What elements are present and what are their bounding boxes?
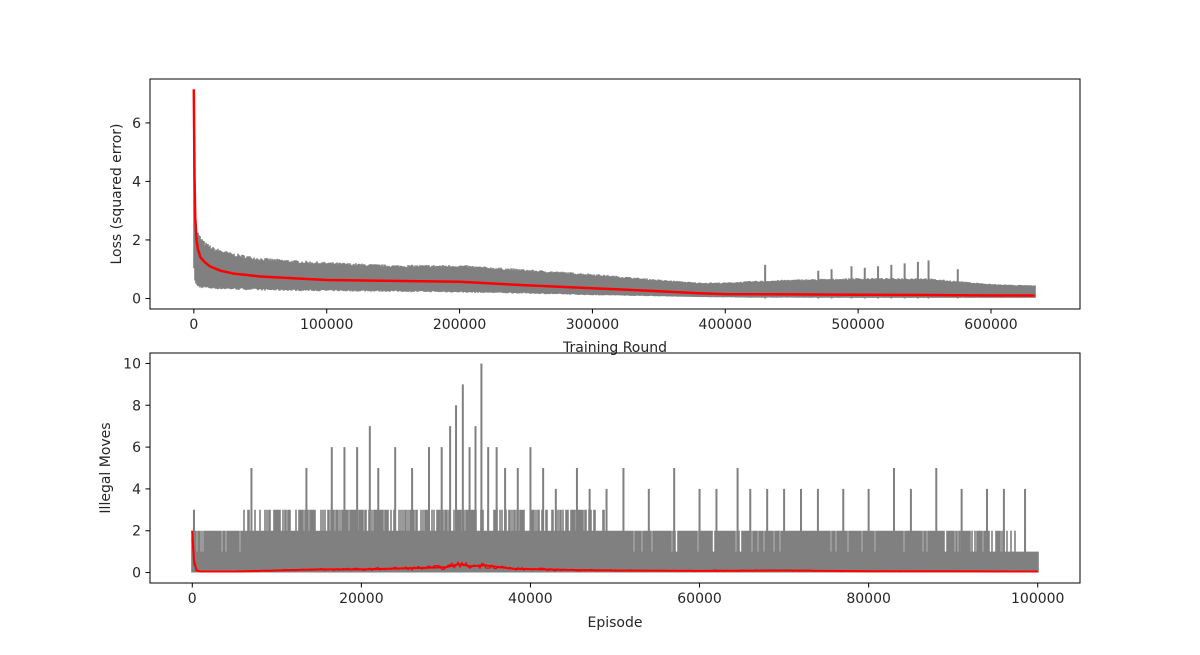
y-tick-label: 0 (132, 566, 141, 582)
y-tick-label: 6 (132, 440, 141, 456)
y-tick-label: 2 (132, 233, 141, 249)
loss-y-label: Loss (squared error) (109, 123, 125, 264)
loss-x-label: Training Round (562, 340, 667, 356)
illegal-moves-y-ticks: 0 2 4 6 8 10 (123, 356, 150, 582)
x-tick-label: 100000 (300, 317, 353, 333)
x-tick-label: 80000 (846, 591, 891, 607)
x-tick-label: 0 (188, 591, 197, 607)
illegal-moves-raw-line (191, 509, 1039, 573)
y-tick-label: 4 (132, 174, 141, 190)
x-tick-label: 500000 (831, 317, 884, 333)
x-tick-label: 20000 (339, 591, 384, 607)
x-tick-label: 300000 (566, 317, 619, 333)
x-tick-label: 100000 (1011, 591, 1064, 607)
illegal-moves-moving-average-noise (191, 537, 1039, 573)
loss-axes: 0 100000 200000 300000 400000 500000 600000 0 2… (109, 78, 1081, 356)
loss-moving-average-line (192, 89, 1035, 297)
loss-x-ticks: 0 100000 200000 300000 400000 500000 600000 (189, 309, 1018, 333)
x-tick-label: 600000 (964, 317, 1017, 333)
x-tick-label: 60000 (677, 591, 722, 607)
x-tick-label: 400000 (699, 317, 752, 333)
y-tick-label: 8 (132, 398, 141, 414)
y-tick-label: 6 (132, 116, 141, 132)
illegal-moves-x-ticks: 0 20000 40000 60000 80000 100000 (188, 583, 1064, 607)
illegal-moves-plot-area (191, 363, 1039, 573)
loss-plot-area (192, 89, 1036, 299)
loss-axes-frame (149, 78, 1081, 310)
x-tick-label: 200000 (433, 317, 486, 333)
illegal-moves-axes: 0 20000 40000 60000 80000 100000 0 2 4 6 8 10 Epis… (98, 352, 1081, 631)
illegal-moves-y-label: Illegal Moves (98, 422, 114, 513)
y-tick-label: 2 (132, 524, 141, 540)
x-tick-label: 0 (189, 317, 198, 333)
loss-y-ticks: 0 2 4 6 (132, 116, 150, 307)
y-tick-label: 10 (123, 356, 141, 372)
illegal-moves-x-label: Episode (588, 615, 643, 631)
x-tick-label: 40000 (508, 591, 553, 607)
y-tick-label: 0 (132, 291, 141, 307)
illegal-moves-axes-frame (149, 352, 1081, 584)
illegal-moves-raw-series (191, 363, 1039, 573)
y-tick-label: 4 (132, 482, 141, 498)
